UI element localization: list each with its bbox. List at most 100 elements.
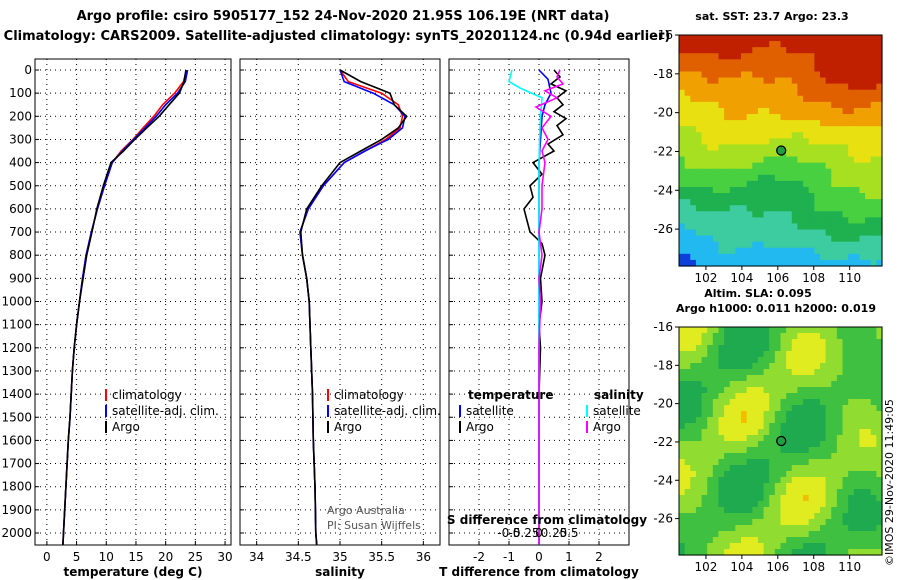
map-cell — [870, 399, 877, 406]
map-cell — [803, 59, 810, 66]
map-cell — [690, 549, 697, 556]
map-cell — [718, 513, 725, 520]
map-cell — [814, 168, 821, 176]
map-cell — [853, 144, 861, 152]
map-cell — [836, 144, 844, 152]
map-cell — [842, 459, 849, 466]
map-cell — [819, 193, 827, 200]
map-cell — [814, 417, 821, 424]
map-cell — [825, 193, 832, 200]
map-cell — [836, 247, 844, 255]
map-cell — [865, 229, 872, 237]
map-cell — [729, 180, 736, 188]
map-cell — [752, 549, 759, 556]
map-cell — [741, 459, 748, 466]
map-cell — [797, 59, 804, 66]
map-cell — [684, 83, 691, 91]
map-cell — [808, 339, 815, 346]
map-cell — [741, 71, 748, 79]
map-cell — [825, 393, 832, 400]
map-cell — [741, 47, 748, 54]
map-cell — [814, 465, 821, 472]
map-cell — [752, 35, 759, 42]
map-cell — [695, 138, 703, 146]
map-cell — [695, 83, 703, 91]
map-cell — [876, 126, 883, 133]
map-cell — [786, 483, 793, 490]
map-cell — [848, 441, 855, 448]
map-cell — [763, 369, 770, 376]
map-cell — [780, 47, 787, 54]
map-cell — [865, 513, 872, 520]
map-cell — [746, 501, 753, 508]
map-cell — [707, 241, 714, 249]
map-cell — [831, 513, 838, 520]
map-cell — [797, 393, 804, 400]
map-cell — [814, 507, 821, 514]
map-cell — [718, 120, 725, 127]
map-cell — [819, 217, 827, 225]
map-cell — [746, 393, 753, 400]
map-cell — [724, 471, 731, 478]
map-cell — [819, 537, 827, 544]
map-cell — [684, 65, 691, 73]
map-cell — [819, 138, 827, 146]
map-cell — [870, 144, 877, 152]
map-cell — [870, 35, 877, 42]
map-cell — [848, 65, 855, 73]
map-cell — [741, 483, 748, 490]
map-cell — [741, 543, 748, 550]
map-cell — [803, 441, 810, 448]
legend-label: Argo — [112, 420, 140, 434]
map-cell — [803, 259, 810, 267]
map-cell — [859, 47, 866, 54]
map-cell — [774, 35, 782, 42]
map-cell — [876, 435, 883, 442]
map-cell — [819, 513, 827, 520]
map-cell — [735, 65, 742, 73]
map-cell — [814, 35, 821, 42]
map-cell — [746, 345, 753, 352]
map-cell — [718, 223, 725, 231]
map-cell — [684, 489, 691, 496]
map-cell — [701, 253, 708, 261]
map-cell — [780, 95, 787, 103]
map-cell — [819, 501, 827, 508]
map-cell — [757, 247, 765, 255]
map-cell — [712, 363, 720, 370]
map-cell — [741, 223, 748, 231]
map-cell — [808, 253, 815, 261]
map-cell — [712, 259, 720, 267]
map-cell — [870, 253, 877, 261]
map-cell — [836, 525, 844, 532]
map-cell — [774, 411, 782, 418]
map-cell — [859, 101, 866, 109]
map-cell — [870, 393, 877, 400]
map-cell — [701, 35, 708, 42]
map-cell — [690, 495, 697, 502]
map-cell — [763, 241, 770, 249]
map-cell — [735, 35, 742, 42]
map-cell — [724, 168, 731, 176]
legend-swatch — [327, 405, 329, 417]
map-cell — [741, 549, 748, 556]
map-cell — [786, 381, 793, 388]
map-cell — [707, 95, 714, 103]
map-cell — [814, 513, 821, 520]
map-cell — [757, 259, 765, 267]
map-cell — [684, 114, 691, 121]
map-cell — [741, 101, 748, 109]
map-cell — [786, 77, 793, 85]
map-cell — [870, 162, 877, 170]
map-cell — [859, 435, 866, 442]
map-cell — [831, 168, 838, 176]
map-cell — [679, 168, 686, 176]
map-cell — [729, 333, 736, 340]
map-cell — [870, 483, 877, 490]
map-cell — [769, 537, 776, 544]
map-cell — [701, 393, 708, 400]
map-cell — [701, 180, 708, 188]
map-cell — [853, 441, 861, 448]
map-cell — [690, 429, 697, 436]
map-cell — [769, 477, 776, 484]
